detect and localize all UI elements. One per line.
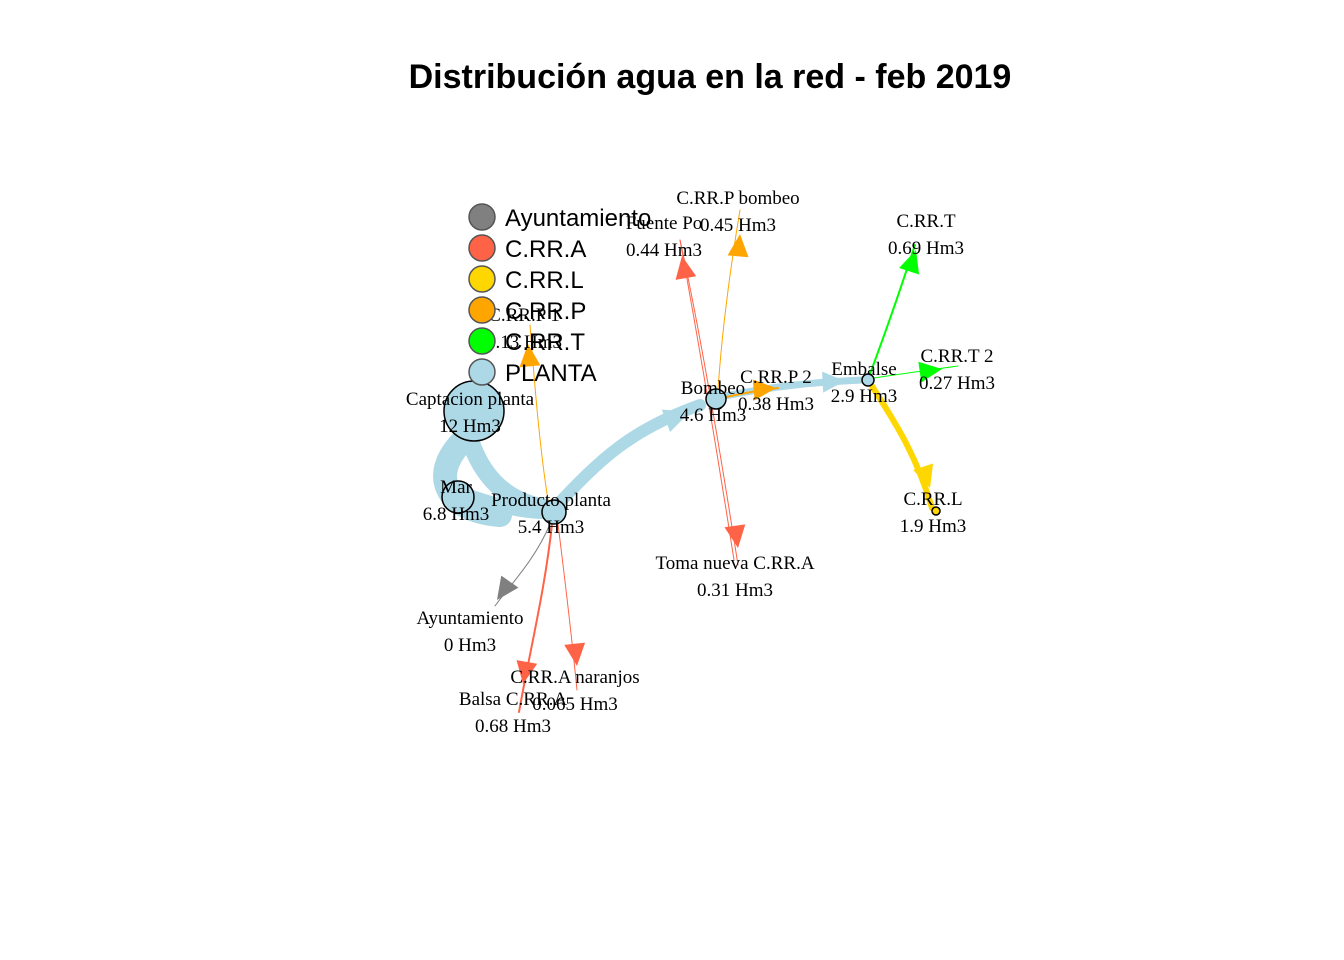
node-value-crrp1: 0.13 Hm3 — [486, 332, 562, 353]
legend-swatch-1 — [468, 234, 496, 262]
node-value-crrp2: 0.38 Hm3 — [738, 394, 814, 415]
legend-label-5: PLANTA — [505, 360, 597, 387]
node-label-captacion: Captacion planta — [406, 389, 535, 410]
labels-layer: Captacion planta 12 Hm3 Mar 6.8 Hm3Producto… — [406, 188, 995, 737]
node-label-crrt: C.RR.T — [896, 211, 956, 232]
arrows-layer — [497, 234, 942, 684]
arrowhead-bombeo-crrpbombeo — [727, 234, 749, 258]
node-label-crrp2: C.RR.P 2 — [740, 367, 812, 388]
legend-swatch-2 — [468, 265, 496, 293]
legend-label-4: C.RR.T — [505, 329, 585, 356]
node-label-naranjos: C.RR.A naranjos — [510, 667, 639, 688]
node-crrl — [931, 506, 941, 516]
node-mar — [441, 480, 475, 514]
node-value-crrt: 0.69 Hm3 — [888, 238, 964, 259]
node-value-crrl: 1.9 Hm3 — [900, 516, 967, 537]
legend-label-3: C.RR.P — [505, 298, 586, 325]
arrowhead-producto-naranjos — [564, 642, 586, 666]
node-value-mar: 6.8 Hm3 — [423, 504, 490, 525]
arrowhead-embalse-crrt — [899, 250, 920, 275]
node-label-ayto: Ayuntamiento — [417, 608, 524, 629]
node-value-embalse: 2.9 Hm3 — [831, 386, 898, 407]
edge-producto-naranjos — [557, 523, 578, 691]
edge-producto-ayto — [494, 523, 551, 607]
edge-producto-balsa — [518, 523, 553, 713]
edge-embalse-crrl — [869, 383, 935, 511]
diagram-title: Distribución agua en la red - feb 2019 — [408, 58, 1012, 96]
node-label-crrt2: C.RR.T 2 — [920, 346, 993, 367]
legend-label-2: C.RR.L — [505, 267, 584, 294]
node-label-producto: Producto planta — [491, 490, 611, 511]
legend-swatch-5 — [468, 358, 496, 386]
node-value-balsa: 0.68 Hm3 — [475, 716, 551, 737]
arrowhead-producto-bombeo — [661, 409, 690, 433]
node-value-ayto: 0 Hm3 — [444, 635, 496, 656]
node-label-balsa: Balsa C.RR.A — [459, 689, 567, 710]
node-embalse — [861, 373, 875, 387]
legend-swatch-3 — [468, 296, 496, 324]
arrowhead-bombeo-embalse — [822, 371, 845, 393]
edge-tomanueva-fuentepo — [679, 239, 735, 561]
node-value-naranjos: 0.065 Hm3 — [532, 694, 618, 715]
node-label-mar: Mar — [440, 477, 472, 498]
arrowhead-embalse-crrt2 — [918, 361, 942, 383]
node-bombeo — [705, 388, 727, 410]
edge-producto-crrp1 — [529, 324, 549, 501]
node-label-fuentepo: Fuente Po — [626, 213, 703, 234]
node-value-tomanueva: 0.31 Hm3 — [697, 580, 773, 601]
node-label-crrp1: C.RR.P 1 — [488, 305, 560, 326]
node-label-crrpbombeo: C.RR.P bombeo — [676, 188, 799, 209]
node-producto — [541, 499, 567, 525]
node-value-crrpbombeo: 0.45 Hm3 — [700, 215, 776, 236]
arrowhead-producto-crrp1 — [519, 344, 541, 368]
node-value-crrt2: 0.27 Hm3 — [919, 373, 995, 394]
edge-bombeo-crrpbombeo — [717, 209, 741, 391]
arrowhead-fuentepo-tomanueva — [724, 524, 746, 548]
arrowhead-embalse-crrl — [913, 463, 934, 488]
legend: Ayuntamiento C.RR.A C.RR.L C.RR.P C.RR.T PLAN… — [468, 203, 651, 387]
arrowhead-tomanueva-fuentepo — [675, 256, 697, 280]
legend-swatch-0 — [468, 203, 496, 231]
node-label-tomanueva: Toma nueva C.RR.A — [655, 553, 814, 574]
arrowhead-bombeo-crrp2 — [752, 379, 776, 401]
node-label-embalse: Embalse — [831, 359, 896, 380]
node-value-fuentepo: 0.44 Hm3 — [626, 240, 702, 261]
node-label-crrl: C.RR.L — [903, 489, 962, 510]
legend-swatch-4 — [468, 327, 496, 355]
nodes-layer — [441, 373, 941, 525]
edge-embalse-crrt2 — [873, 365, 959, 379]
node-label-bombeo: Bombeo — [681, 378, 745, 399]
arrowhead-producto-ayto — [497, 575, 519, 600]
node-value-captacion: 12 Hm3 — [439, 416, 501, 437]
node-value-producto: 5.4 Hm3 — [518, 517, 585, 538]
arrowhead-producto-balsa — [516, 660, 538, 684]
legend-label-1: C.RR.A — [505, 236, 586, 263]
node-value-bombeo: 4.6 Hm3 — [680, 405, 747, 426]
legend-label-0: Ayuntamiento — [505, 205, 651, 232]
